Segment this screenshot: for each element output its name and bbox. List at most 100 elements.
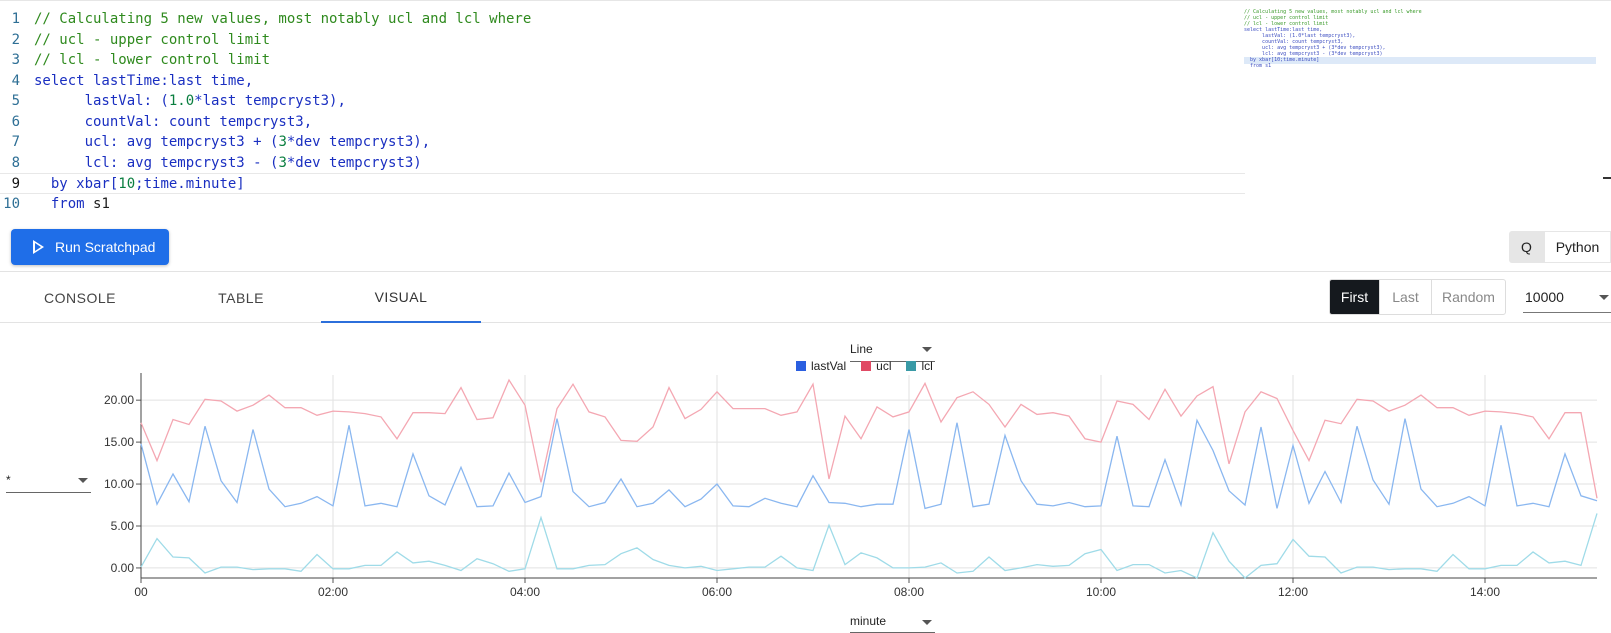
minimap-token: s1 <box>1265 63 1272 69</box>
tab-table[interactable]: TABLE <box>218 290 264 306</box>
y-tick-label: 0.00 <box>111 561 135 575</box>
chart-legend: lastVal ucl lcl <box>796 357 948 375</box>
line-number: 9 <box>11 176 20 192</box>
code-text: // Calculating 5 new values, most notabl… <box>34 9 531 30</box>
code-token: // Calculating 5 new values, most notabl… <box>34 11 532 27</box>
sampling-first-button[interactable]: First <box>1330 280 1380 314</box>
code-line[interactable]: 8 lcl: avg tempcryst3 - (3*dev tempcryst… <box>0 153 1245 174</box>
code-text: lastVal: (1.0*last tempcryst3), <box>34 91 346 112</box>
code-token: // ucl - upper control limit <box>34 31 271 48</box>
line-number: 1 <box>11 11 20 27</box>
y-tick-label: 15.00 <box>104 435 134 449</box>
code-line[interactable]: 5 lastVal: (1.0*last tempcryst3), <box>0 91 1245 112</box>
chevron-down-icon <box>1599 295 1609 300</box>
minimap-token: ;time.minute] <box>1280 57 1320 63</box>
code-line[interactable]: 6 countVal: count tempcryst3, <box>0 112 1245 133</box>
minimap-token: *last tempcryst3), <box>1301 33 1356 39</box>
y-tick-label: 20.00 <box>104 393 134 407</box>
minimap[interactable]: // Calculating 5 new values, most notabl… <box>1244 9 1596 79</box>
chevron-down-icon <box>922 347 932 352</box>
y-tick-label: 10.00 <box>104 477 134 491</box>
legend-swatch <box>906 361 917 371</box>
chevron-down-icon <box>78 478 88 483</box>
line-chart: 0.00 5.00 10.00 15.00 20.00 00 02:00 04:00 06:00… <box>104 373 1598 599</box>
code-token: s1 <box>93 195 110 212</box>
scrollbar-marker[interactable] <box>1603 177 1611 179</box>
minimap-token: select lastTime:last time, <box>1244 27 1323 33</box>
minimap-token: lastVal: ( <box>1244 33 1293 39</box>
minimap-viewport[interactable] <box>1244 57 1596 64</box>
y-axis-value: * <box>6 473 11 487</box>
minimap-line: by xbar[10;time.minute] <box>1244 57 1319 63</box>
series-line-lcl <box>140 513 1598 579</box>
code-line[interactable]: 4 select lastTime:last time, <box>0 71 1245 92</box>
language-python-toggle[interactable]: Python <box>1544 231 1611 263</box>
code-token: select lastTime:last time, <box>34 72 254 89</box>
x-axis-value: minute <box>850 614 887 628</box>
row-limit-value: 10000 <box>1525 288 1564 305</box>
sampling-last-button[interactable]: Last <box>1380 280 1432 314</box>
code-line[interactable]: 9 by xbar[10;time.minute] <box>0 173 1245 194</box>
code-text: // lcl - lower control limit <box>34 50 270 71</box>
minimap-line: select lastTime:last time, <box>1244 27 1322 33</box>
code-text: from s1 <box>34 194 110 215</box>
code-token: 3 <box>278 134 287 150</box>
y-axis-select[interactable]: * <box>6 471 91 493</box>
code-editor[interactable]: 1 // Calculating 5 new values, most notab… <box>0 0 1611 220</box>
code-line[interactable]: 2 // ucl - upper control limit <box>0 30 1245 51</box>
code-token: by xbar[ <box>34 176 119 192</box>
x-tick-label: 12:00 <box>1278 585 1308 599</box>
minimap-line: lastVal: (1.0*last tempcryst3), <box>1244 33 1355 39</box>
result-tabs: CONSOLE TABLE VISUAL First Last Random 1… <box>0 273 1611 323</box>
line-number: 3 <box>11 52 20 68</box>
minimap-line: from s1 <box>1244 63 1271 69</box>
tab-console[interactable]: CONSOLE <box>44 290 116 306</box>
code-token: *last tempcryst3), <box>194 93 346 109</box>
series-line-ucl <box>140 378 1598 499</box>
minimap-line: ucl: avg tempcryst3 + (3*dev tempcryst3)… <box>1244 45 1386 51</box>
x-axis-select[interactable]: minute <box>850 613 935 633</box>
minimap-token: *dev tempcryst3) <box>1334 51 1383 57</box>
minimap-line: // ucl - upper control limit <box>1244 15 1328 21</box>
code-token: // lcl - lower control limit <box>34 52 271 68</box>
minimap-token: from <box>1244 63 1266 69</box>
code-token: 10 <box>118 176 136 192</box>
row-limit-select[interactable]: 10000 <box>1523 281 1611 313</box>
code-text: // ucl - upper control limit <box>34 30 270 51</box>
code-line[interactable]: 10 from s1 <box>0 194 1245 215</box>
language-q-toggle[interactable]: Q <box>1509 231 1544 263</box>
minimap-token: ucl: avg tempcryst3 + ( <box>1244 45 1332 51</box>
chevron-down-icon <box>922 620 932 625</box>
run-scratchpad-label: Run Scratchpad <box>55 239 156 255</box>
minimap-token: // Calculating 5 new values, most notabl… <box>1244 9 1422 15</box>
y-tick-label: 5.00 <box>111 519 135 533</box>
code-line[interactable]: 7 ucl: avg tempcryst3 + (3*dev tempcryst… <box>0 132 1245 153</box>
x-tick-label: 10:00 <box>1086 585 1116 599</box>
minimap-token: by xbar[ <box>1244 57 1275 63</box>
legend-item-ucl[interactable]: ucl <box>861 359 891 373</box>
run-bar: Run Scratchpad Q Python <box>0 220 1611 272</box>
legend-swatch <box>861 361 872 371</box>
minimap-token: *dev tempcryst3), <box>1334 45 1386 51</box>
legend-item-lastval[interactable]: lastVal <box>796 359 846 373</box>
chart-type-select[interactable]: Line <box>850 340 935 362</box>
x-tick-label: 08:00 <box>894 585 924 599</box>
sampling-random-button[interactable]: Random <box>1442 289 1495 305</box>
tab-visual[interactable]: VISUAL <box>321 273 481 323</box>
minimap-line: // lcl - lower control limit <box>1244 21 1328 27</box>
run-scratchpad-button[interactable]: Run Scratchpad <box>11 229 169 265</box>
minimap-token: // ucl - upper control limit <box>1244 15 1329 21</box>
minimap-line: countVal: count tempcryst3, <box>1244 39 1343 45</box>
code-text: select lastTime:last time, <box>34 71 253 92</box>
code-token: lastVal: ( <box>34 93 169 109</box>
minimap-token: // lcl - lower control limit <box>1244 21 1329 27</box>
line-number: 8 <box>11 154 20 171</box>
legend-item-lcl[interactable]: lcl <box>906 359 933 373</box>
minimap-token: countVal: count tempcryst3, <box>1244 39 1344 45</box>
code-line[interactable]: 1 // Calculating 5 new values, most notab… <box>0 9 1245 30</box>
visual-panel: 0.00 5.00 10.00 15.00 20.00 00 02:00 04:00 06:00… <box>0 323 1611 633</box>
chart-type-value: Line <box>850 342 873 356</box>
code-line[interactable]: 3 // lcl - lower control limit <box>0 50 1245 71</box>
line-number: 7 <box>11 134 20 150</box>
code-token: countVal: count tempcryst3, <box>34 113 313 130</box>
